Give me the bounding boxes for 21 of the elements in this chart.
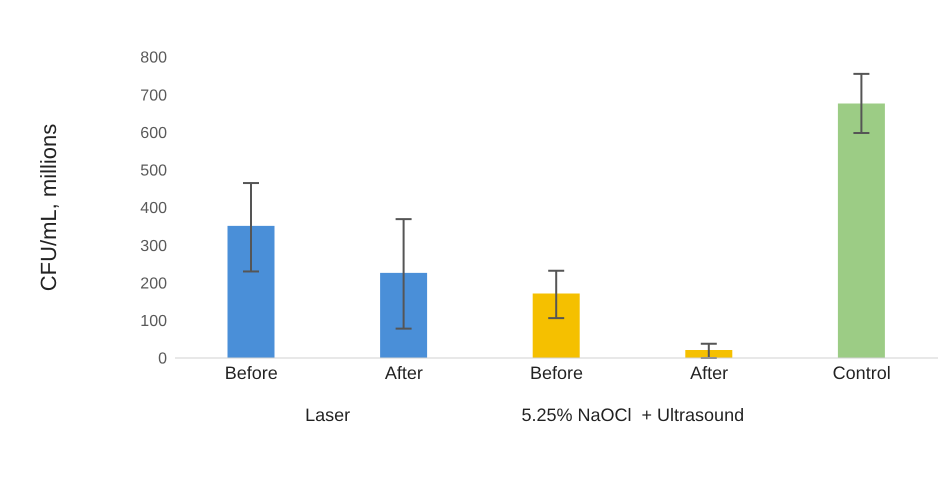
y-tick-label: 500 [140,162,168,180]
y-tick-label: 400 [140,200,168,218]
x-tick-label: Control [832,362,891,383]
x-tick-label: Before [224,362,278,383]
bar [380,272,428,358]
bar [228,226,274,358]
x-tick-label: Before [530,362,584,383]
bar [532,294,580,358]
y-tick-label: 0 [158,350,168,368]
y-tick-label: 600 [140,124,168,142]
x-tick-label: After [384,362,423,383]
x-tick-label: After [690,362,728,383]
bar [838,104,885,358]
y-tick-label: 800 [140,50,168,67]
text: 5.25% NaOCl + Ultrasound [520,405,746,426]
y-axis-title: CFU/mL, millions [36,124,61,292]
y-tick-label: 200 [140,275,168,292]
y-tick-label: 300 [140,238,168,255]
y-tick-label: 100 [140,313,168,330]
text: Laser [304,405,352,426]
y-tick-label: 700 [140,87,168,104]
